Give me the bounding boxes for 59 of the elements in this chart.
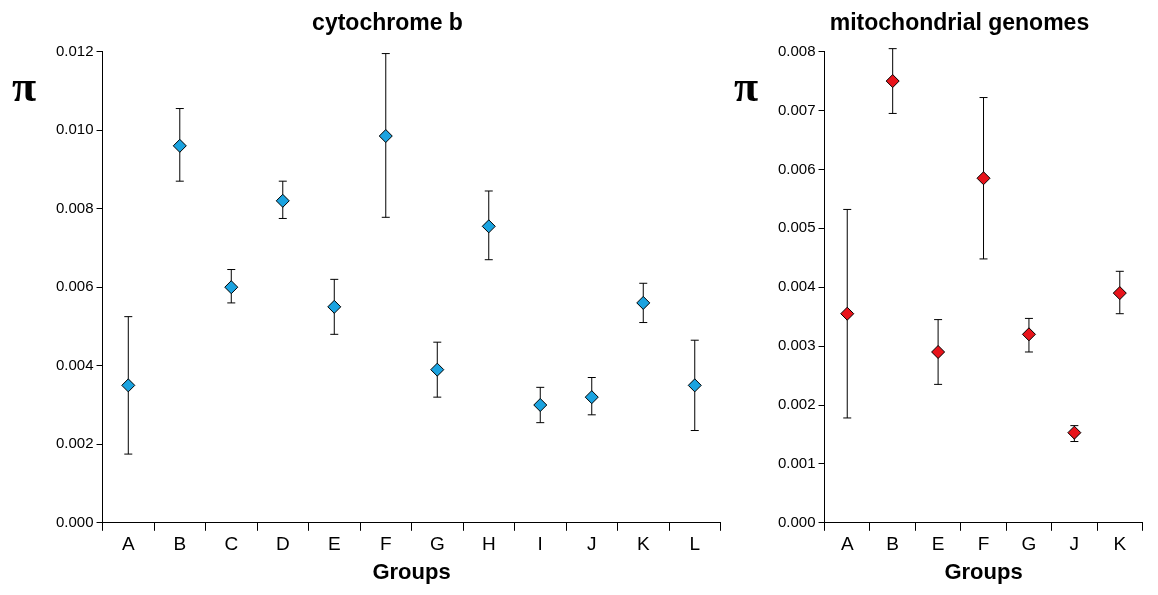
y-tick-label: 0.001 — [777, 454, 816, 472]
x-tick-label: A — [840, 533, 854, 555]
x-tick-label: H — [481, 533, 496, 555]
y-tick-label: 0.000 — [777, 512, 816, 530]
x-tick-label: F — [977, 533, 990, 555]
x-tick-label: K — [1113, 533, 1127, 555]
y-tick-label: 0.002 — [777, 395, 816, 413]
y-tick-label: 0.008 — [777, 41, 816, 59]
x-tick-label: B — [886, 533, 900, 555]
x-axis-title: Groups — [944, 558, 1023, 584]
y-tick-label: 0.004 — [55, 355, 94, 373]
point — [687, 378, 702, 393]
x-tick-label: J — [1069, 533, 1080, 555]
point — [1021, 327, 1036, 342]
y-axis-title: π — [12, 61, 37, 111]
x-tick-label: B — [173, 533, 187, 555]
x-tick-label: J — [587, 533, 597, 555]
chart-title: mitochondrial genomes — [829, 9, 1090, 36]
x-tick-label: G — [1021, 533, 1037, 555]
y-tick-label: 0.010 — [55, 120, 94, 138]
point — [931, 344, 946, 359]
x-tick-label: K — [636, 533, 650, 555]
point — [378, 129, 393, 144]
x-tick-label: I — [537, 533, 543, 555]
chart-title: cytochrome b — [312, 9, 463, 36]
point — [275, 193, 290, 208]
y-axis-title: π — [734, 61, 759, 111]
y-tick-label: 0.003 — [777, 336, 816, 354]
y-tick-label: 0.006 — [55, 277, 94, 295]
point — [172, 138, 187, 153]
y-tick-label: 0.008 — [55, 198, 94, 216]
point — [1112, 286, 1127, 301]
x-tick-label: D — [275, 533, 290, 555]
point — [121, 378, 136, 393]
x-tick-label: A — [121, 533, 135, 555]
y-tick-label: 0.002 — [55, 434, 94, 452]
point — [976, 171, 991, 186]
point — [636, 295, 651, 310]
x-tick-label: E — [327, 533, 341, 555]
point — [327, 299, 342, 314]
point — [840, 306, 855, 321]
x-tick-label: C — [224, 533, 239, 555]
x-tick-label: E — [931, 533, 945, 555]
x-tick-label: G — [429, 533, 445, 555]
x-tick-label: L — [689, 533, 701, 555]
x-axis-title: Groups — [372, 558, 451, 584]
point — [584, 390, 599, 405]
point — [430, 362, 445, 377]
x-tick-label: F — [379, 533, 392, 555]
y-tick-label: 0.005 — [777, 218, 816, 236]
point — [533, 398, 548, 412]
y-tick-label: 0.004 — [777, 277, 816, 295]
y-tick-label: 0.012 — [55, 41, 94, 59]
y-tick-label: 0.000 — [55, 512, 94, 530]
y-tick-label: 0.007 — [777, 100, 816, 118]
point — [885, 74, 900, 89]
point — [224, 280, 239, 295]
point — [481, 219, 496, 234]
y-tick-label: 0.006 — [777, 159, 816, 177]
